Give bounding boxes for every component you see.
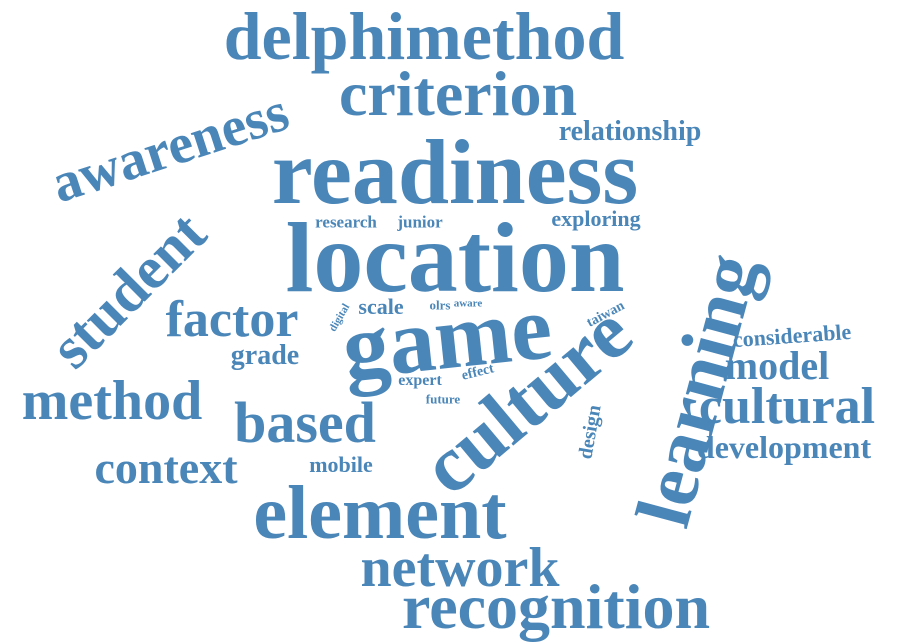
word-element: element	[253, 471, 507, 555]
word-recognition: recognition	[401, 571, 711, 642]
word-model: model	[724, 343, 830, 388]
word-student: student	[37, 199, 219, 381]
word-criterion: criterion	[338, 58, 578, 129]
word-context: context	[94, 442, 238, 493]
word-delphimethod: delphimethod	[223, 0, 625, 74]
word-scale: scale	[358, 294, 404, 319]
word-cultural: cultural	[698, 378, 876, 435]
word-location: location	[285, 202, 625, 313]
word-expert: expert	[398, 372, 442, 389]
word-network: network	[360, 537, 560, 599]
word-factor: factor	[165, 291, 299, 348]
word-future: future	[425, 391, 461, 407]
word-readiness: readiness	[271, 121, 639, 223]
word-aware: aware	[453, 297, 483, 310]
word-research: research	[315, 212, 377, 232]
word-relationship: relationship	[558, 116, 702, 147]
word-awareness: awareness	[44, 80, 296, 216]
word-junior: junior	[397, 212, 443, 232]
word-olrs: olrs	[429, 297, 451, 313]
word-grade: grade	[230, 340, 300, 371]
word-exploring: exploring	[551, 206, 641, 231]
word-method: method	[21, 370, 203, 432]
word-based: based	[234, 390, 376, 455]
word-development: development	[696, 429, 872, 465]
word-mobile: mobile	[309, 452, 373, 477]
